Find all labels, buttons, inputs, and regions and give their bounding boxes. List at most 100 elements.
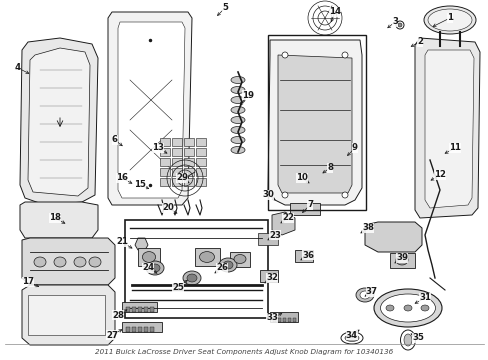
Ellipse shape [74, 257, 86, 267]
Ellipse shape [146, 261, 163, 275]
Bar [138, 327, 142, 332]
Text: 35: 35 [411, 333, 423, 342]
Ellipse shape [380, 294, 435, 322]
Text: 1: 1 [446, 13, 452, 22]
Bar [132, 307, 136, 312]
Polygon shape [118, 22, 184, 198]
Ellipse shape [420, 305, 428, 311]
Polygon shape [414, 38, 479, 218]
Bar [143, 327, 148, 332]
Polygon shape [278, 55, 351, 193]
Text: 8: 8 [326, 163, 332, 172]
Ellipse shape [373, 289, 441, 327]
Bar [122, 322, 162, 332]
Ellipse shape [400, 330, 415, 350]
Text: 2: 2 [416, 37, 422, 46]
Text: 36: 36 [302, 251, 313, 260]
Text: 16: 16 [116, 174, 128, 183]
Text: 24: 24 [142, 264, 154, 273]
Text: 14: 14 [328, 8, 340, 17]
Bar [195, 248, 220, 266]
Bar [160, 148, 170, 156]
Polygon shape [424, 50, 473, 208]
Ellipse shape [359, 291, 369, 299]
Bar [126, 327, 130, 332]
Bar [183, 138, 194, 146]
Bar [260, 270, 278, 282]
Ellipse shape [355, 288, 373, 302]
Bar [138, 248, 160, 266]
Ellipse shape [345, 334, 358, 342]
Ellipse shape [186, 274, 197, 282]
Bar [389, 253, 414, 268]
Text: 25: 25 [172, 284, 183, 292]
Text: 31: 31 [418, 293, 430, 302]
Polygon shape [20, 38, 98, 205]
Text: 13: 13 [152, 144, 163, 153]
Ellipse shape [395, 21, 403, 29]
Ellipse shape [230, 77, 244, 84]
Ellipse shape [423, 6, 475, 34]
Bar [292, 318, 295, 322]
Text: 33: 33 [265, 314, 278, 323]
Polygon shape [22, 238, 115, 285]
Ellipse shape [183, 271, 201, 285]
Bar [269, 312, 297, 322]
Bar [289, 203, 319, 215]
Bar [160, 138, 170, 146]
Bar [172, 138, 182, 146]
Bar [160, 158, 170, 166]
Ellipse shape [341, 52, 347, 58]
Ellipse shape [403, 334, 411, 346]
Bar [183, 168, 194, 176]
Bar [138, 307, 142, 312]
Bar [172, 148, 182, 156]
Text: 21: 21 [116, 238, 128, 247]
Polygon shape [28, 48, 90, 196]
Bar [272, 318, 275, 322]
Ellipse shape [230, 147, 244, 153]
Ellipse shape [403, 305, 411, 311]
Ellipse shape [282, 52, 287, 58]
Text: 20: 20 [162, 203, 174, 212]
Bar [183, 178, 194, 186]
Text: 39: 39 [395, 253, 407, 262]
Text: 3: 3 [391, 18, 397, 27]
Bar [258, 233, 278, 245]
Text: 6: 6 [112, 135, 118, 144]
Text: 18: 18 [49, 213, 61, 222]
Bar [143, 307, 148, 312]
Bar [196, 168, 205, 176]
Bar [196, 158, 205, 166]
Ellipse shape [54, 257, 66, 267]
Bar [125, 220, 267, 318]
Bar [172, 178, 182, 186]
Bar [122, 302, 157, 312]
Ellipse shape [34, 257, 46, 267]
Ellipse shape [230, 117, 244, 123]
Ellipse shape [150, 264, 160, 272]
Polygon shape [28, 295, 105, 335]
Bar [196, 138, 205, 146]
Text: 34: 34 [345, 330, 357, 339]
Text: 28: 28 [112, 310, 124, 320]
Text: 29: 29 [176, 174, 187, 183]
Text: 17: 17 [22, 278, 34, 287]
Text: 37: 37 [365, 288, 377, 297]
Text: 22: 22 [282, 213, 293, 222]
Ellipse shape [397, 23, 401, 27]
Polygon shape [135, 238, 148, 250]
Text: 19: 19 [242, 90, 253, 99]
Bar [150, 307, 154, 312]
Ellipse shape [234, 255, 245, 264]
Ellipse shape [427, 9, 471, 31]
Ellipse shape [89, 257, 101, 267]
Ellipse shape [282, 192, 287, 198]
Ellipse shape [341, 192, 347, 198]
Bar [126, 307, 130, 312]
Text: 7: 7 [306, 201, 312, 210]
Ellipse shape [230, 136, 244, 144]
Text: 11: 11 [448, 144, 460, 153]
Text: 30: 30 [262, 190, 273, 199]
Text: 4: 4 [15, 63, 21, 72]
